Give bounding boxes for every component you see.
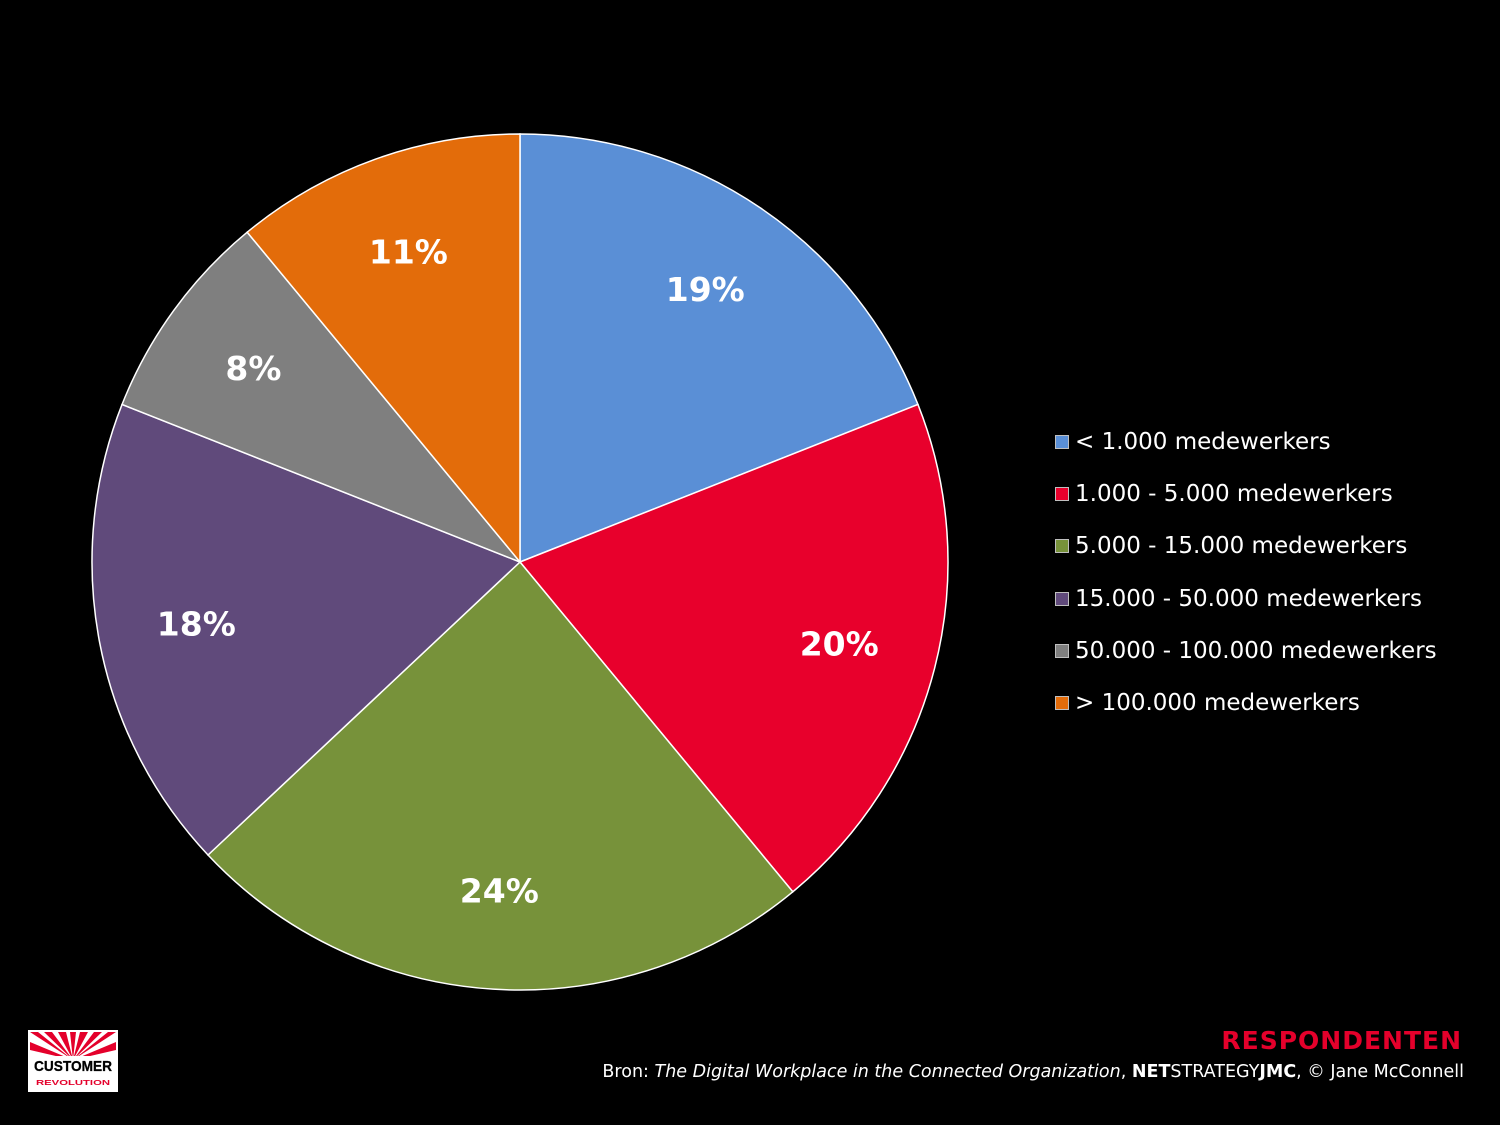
legend-item: > 100.000 medewerkers	[1055, 677, 1437, 729]
legend-swatch	[1055, 435, 1069, 450]
legend-swatch	[1055, 643, 1069, 658]
data-label-6: 11%	[369, 232, 448, 271]
svg-text:REVOLUTION: REVOLUTION	[36, 1080, 110, 1087]
chart-legend: < 1.000 medewerkers 1.000 - 5.000 medewer…	[1055, 416, 1437, 729]
source-copyright: , © Jane McConnell	[1296, 1062, 1464, 1082]
data-label-4: 18%	[157, 604, 236, 643]
pie-slice-5	[121, 231, 521, 563]
pie-slice-2	[518, 403, 949, 893]
source-jmc: JMC	[1259, 1062, 1297, 1082]
legend-swatch	[1055, 696, 1069, 711]
pie-slice-6	[246, 133, 521, 565]
pie-slice-3	[206, 560, 794, 991]
data-label-2: 20%	[800, 624, 879, 663]
legend-label: 1.000 - 5.000 medewerkers	[1075, 481, 1393, 508]
slide-title: RESPONDENTEN	[1221, 1026, 1462, 1055]
legend-item: < 1.000 medewerkers	[1055, 416, 1437, 468]
pie-slice-1	[519, 133, 919, 564]
customer-revolution-logo: CUSTOMER REVOLUTION	[28, 1030, 118, 1092]
data-label-5: 8%	[225, 349, 281, 388]
legend-item: 15.000 - 50.000 medewerkers	[1055, 573, 1437, 625]
legend-item: 1.000 - 5.000 medewerkers	[1055, 468, 1437, 520]
data-label-3: 24%	[460, 871, 539, 910]
legend-item: 5.000 - 15.000 medewerkers	[1055, 520, 1437, 572]
svg-text:CUSTOMER: CUSTOMER	[34, 1058, 112, 1075]
legend-label: 15.000 - 50.000 medewerkers	[1075, 585, 1422, 612]
legend-swatch	[1055, 487, 1069, 502]
legend-label: < 1.000 medewerkers	[1075, 429, 1331, 456]
source-strategy: STRATEGY	[1170, 1062, 1260, 1082]
source-prefix: Bron:	[602, 1062, 655, 1082]
legend-swatch	[1055, 591, 1069, 606]
logo-sunburst	[30, 1032, 116, 1060]
legend-label: > 100.000 medewerkers	[1075, 690, 1360, 717]
source-publication-title: The Digital Workplace in the Connected O…	[654, 1062, 1121, 1082]
source-net: NET	[1131, 1062, 1171, 1082]
legend-label: 50.000 - 100.000 medewerkers	[1075, 637, 1437, 664]
data-label-1: 19%	[666, 270, 745, 309]
pie-slice-4	[91, 403, 522, 857]
legend-label: 5.000 - 15.000 medewerkers	[1075, 533, 1408, 560]
source-separator: ,	[1120, 1062, 1132, 1082]
legend-item: 50.000 - 100.000 medewerkers	[1055, 625, 1437, 677]
legend-swatch	[1055, 539, 1069, 554]
source-citation: Bron: The Digital Workplace in the Conne…	[602, 1062, 1464, 1082]
